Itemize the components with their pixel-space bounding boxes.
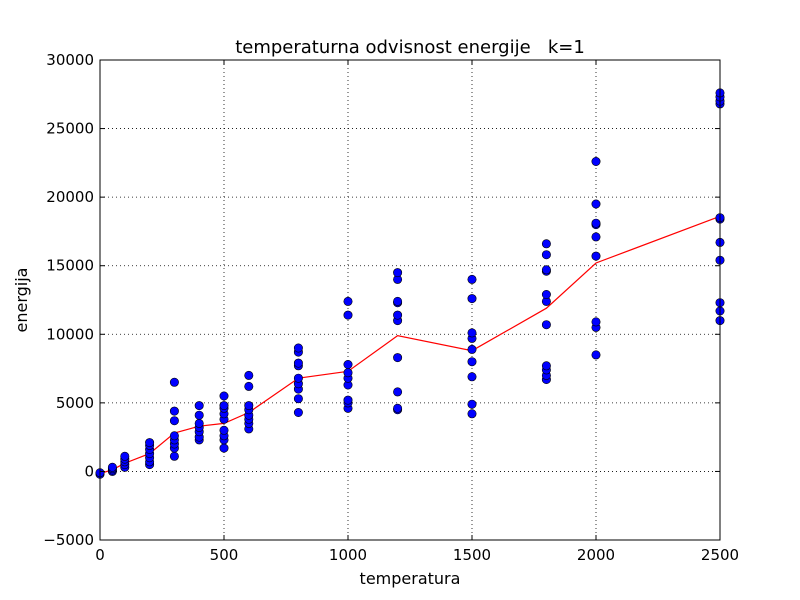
data-point [467, 409, 477, 419]
plot-area [100, 60, 720, 540]
data-point [219, 425, 229, 435]
y-tick-label: 0 [84, 462, 94, 480]
data-points-layer [95, 88, 725, 479]
data-point [591, 350, 601, 360]
data-point [169, 406, 179, 416]
y-tick-label: 10000 [46, 325, 94, 343]
data-point [169, 431, 179, 441]
data-point [467, 344, 477, 354]
x-tick-label: 1500 [453, 546, 491, 564]
data-point [194, 418, 204, 428]
data-point [120, 451, 130, 461]
x-tick-label: 0 [95, 546, 105, 564]
data-point [244, 381, 254, 391]
data-point [541, 361, 551, 371]
data-point [293, 343, 303, 353]
data-point [393, 353, 403, 363]
chart-title: temperaturna odvisnost energije k=1 [235, 37, 585, 58]
data-point [541, 320, 551, 330]
data-point [467, 274, 477, 284]
data-point [393, 296, 403, 306]
data-point [219, 443, 229, 453]
y-axis-label: energija [12, 268, 31, 333]
y-tick-label: 20000 [46, 188, 94, 206]
data-point [591, 317, 601, 327]
x-tick-label: 2500 [701, 546, 739, 564]
data-point [293, 407, 303, 417]
data-point [169, 451, 179, 461]
ticks [99, 59, 721, 541]
data-point [393, 310, 403, 320]
data-point [343, 359, 353, 369]
data-point [393, 403, 403, 413]
data-point [343, 296, 353, 306]
data-point [107, 462, 117, 472]
plot-frame [99, 59, 721, 541]
x-axis-label: temperatura [360, 569, 461, 588]
data-point [194, 410, 204, 420]
data-point [244, 370, 254, 380]
data-point [591, 157, 601, 167]
x-tick-label: 1000 [329, 546, 367, 564]
data-point [541, 250, 551, 260]
data-point [467, 328, 477, 338]
y-tick-label: 15000 [46, 257, 94, 275]
data-point [591, 218, 601, 228]
y-tick-label: 30000 [46, 51, 94, 69]
data-point [194, 401, 204, 411]
y-tick-label: 25000 [46, 120, 94, 138]
data-point [467, 357, 477, 367]
data-point [343, 368, 353, 378]
y-tick-label: −5000 [43, 531, 94, 549]
data-point [169, 416, 179, 426]
data-point [467, 399, 477, 409]
tick-labels: 0 500 1000 1500 2000 2500−5000050001000015000… [43, 51, 739, 564]
data-point [541, 239, 551, 249]
data-point [393, 268, 403, 278]
data-point [343, 395, 353, 405]
x-tick-label: 500 [210, 546, 239, 564]
data-point [591, 251, 601, 261]
data-point [169, 377, 179, 387]
data-point [145, 438, 155, 448]
data-point [591, 199, 601, 209]
data-point [541, 289, 551, 299]
data-point [591, 232, 601, 242]
data-point [293, 373, 303, 383]
data-point [393, 387, 403, 397]
data-point [467, 372, 477, 382]
data-point [219, 401, 229, 411]
data-point [293, 358, 303, 368]
data-point [219, 391, 229, 401]
data-point [343, 310, 353, 320]
data-point [541, 265, 551, 275]
y-tick-label: 5000 [56, 394, 94, 412]
data-point [244, 401, 254, 411]
x-tick-label: 2000 [577, 546, 615, 564]
data-point [467, 294, 477, 304]
data-point [293, 394, 303, 404]
